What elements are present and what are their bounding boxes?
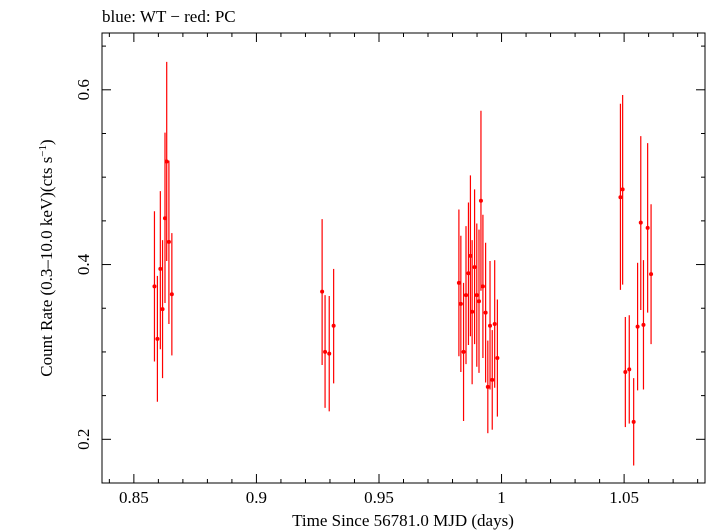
data-point <box>474 293 479 298</box>
data-point <box>162 216 167 221</box>
x-tick-label: 0.85 <box>119 488 149 507</box>
data-point <box>649 272 654 277</box>
y-tick-label: 0.4 <box>74 253 93 275</box>
y-tick-label: 0.6 <box>74 79 93 100</box>
data-point <box>480 284 485 289</box>
data-series <box>152 61 654 466</box>
data-point <box>495 356 500 361</box>
data-point <box>461 349 466 354</box>
data-point <box>327 351 332 356</box>
data-point <box>468 253 473 258</box>
data-point <box>160 307 165 312</box>
data-point <box>458 301 463 306</box>
data-point <box>645 225 650 230</box>
plot-frame <box>101 32 706 484</box>
data-point <box>472 265 477 270</box>
data-point <box>620 187 625 192</box>
x-tick-label: 0.9 <box>246 488 267 507</box>
data-point <box>169 292 174 297</box>
data-point <box>470 309 475 314</box>
data-point <box>490 377 495 382</box>
data-point <box>478 198 483 203</box>
y-tick-label: 0.2 <box>74 429 93 450</box>
data-point <box>631 419 636 424</box>
data-point <box>323 349 328 354</box>
data-point <box>492 321 497 326</box>
data-point <box>476 299 481 304</box>
data-point <box>485 384 490 389</box>
data-point <box>320 289 325 294</box>
data-point <box>166 239 171 244</box>
data-point <box>456 280 461 285</box>
data-point <box>158 266 163 271</box>
x-tick-label: 0.95 <box>364 488 394 507</box>
data-point <box>152 284 157 289</box>
y-axis-label-tail: ) <box>37 139 56 145</box>
chart-title: blue: WT − red: PC <box>102 7 236 26</box>
data-point <box>641 322 646 327</box>
x-axis: 0.85 0.9 0.95 1 1.05 <box>108 33 699 507</box>
data-point <box>618 195 623 200</box>
x-tick-label: 1.05 <box>609 488 639 507</box>
y-axis-label-exponent: −1 <box>37 145 49 157</box>
data-point <box>635 324 640 329</box>
data-point <box>155 336 160 341</box>
data-point <box>483 310 488 315</box>
data-point <box>638 220 643 225</box>
y-axis-label: Count Rate (0.3–10.0 keV)(cts s−1) <box>37 139 56 376</box>
x-axis-label: Time Since 56781.0 MJD (days) <box>292 511 514 530</box>
data-point <box>164 159 169 164</box>
data-point <box>627 367 632 372</box>
data-point <box>623 370 628 375</box>
data-point <box>464 293 469 298</box>
y-axis: 0.2 0.4 0.6 <box>74 45 705 484</box>
data-point <box>331 323 336 328</box>
data-point <box>466 271 471 276</box>
data-point <box>488 323 493 328</box>
x-tick-label: 1 <box>497 488 506 507</box>
